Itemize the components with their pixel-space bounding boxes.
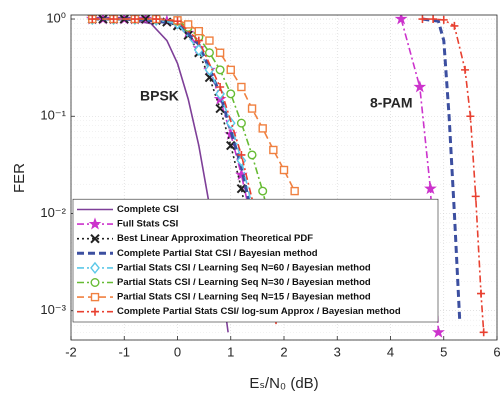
x-tick-label: 5 bbox=[440, 344, 447, 359]
x-tick-label: 6 bbox=[493, 344, 500, 359]
y-tick-label: 10⁻² bbox=[40, 205, 66, 220]
annotation: BPSK bbox=[140, 88, 179, 104]
marker bbox=[290, 186, 299, 196]
marker bbox=[236, 118, 246, 128]
marker bbox=[226, 89, 236, 99]
legend-label: Complete CSI bbox=[117, 204, 179, 215]
marker bbox=[394, 15, 408, 25]
marker bbox=[466, 112, 475, 121]
marker bbox=[88, 217, 102, 230]
legend-label: Complete Partial Stats CSI/ log-sum Appr… bbox=[117, 306, 401, 317]
marker bbox=[258, 124, 267, 133]
marker bbox=[450, 21, 459, 30]
marker bbox=[109, 15, 118, 24]
marker bbox=[226, 140, 236, 151]
marker bbox=[88, 15, 97, 24]
legend-label: Partial Stats CSI / Learning Seq N=60 / … bbox=[117, 262, 371, 273]
x-tick-label: 1 bbox=[227, 344, 234, 359]
x-tick-label: 0 bbox=[174, 344, 181, 359]
marker bbox=[205, 36, 214, 45]
marker bbox=[183, 20, 193, 29]
marker bbox=[429, 15, 438, 24]
x-tick-label: -1 bbox=[118, 344, 130, 359]
legend-label: Partial Stats CSI / Learning Seq N=15 / … bbox=[117, 292, 371, 303]
marker bbox=[479, 328, 488, 337]
marker bbox=[173, 17, 182, 26]
marker bbox=[235, 168, 248, 181]
marker bbox=[258, 186, 268, 196]
legend-box bbox=[72, 198, 439, 323]
y-axis-label: FER bbox=[11, 163, 28, 193]
y-tick-label: 10⁻¹ bbox=[40, 108, 66, 123]
marker bbox=[90, 261, 100, 275]
marker bbox=[225, 117, 236, 130]
y-tick-label: 10⁰ bbox=[46, 10, 66, 25]
marker bbox=[461, 65, 470, 74]
marker bbox=[424, 181, 437, 195]
marker bbox=[216, 82, 225, 91]
annotation: 8-PAM bbox=[370, 95, 413, 111]
x-tick-label: -2 bbox=[65, 344, 77, 359]
marker bbox=[90, 292, 100, 302]
marker bbox=[269, 145, 278, 155]
marker bbox=[194, 36, 203, 45]
legend-label: Best Linear Approximation Theoretical PD… bbox=[117, 233, 313, 244]
x-tick-label: 3 bbox=[334, 344, 341, 359]
legend: Complete CSI Full Stats CSI Best Linear Ap… bbox=[72, 198, 439, 323]
marker bbox=[91, 307, 99, 316]
marker bbox=[204, 63, 215, 76]
marker bbox=[152, 15, 161, 24]
marker bbox=[418, 15, 427, 24]
marker bbox=[215, 87, 225, 100]
marker bbox=[279, 165, 289, 175]
axes-frame bbox=[70, 14, 498, 341]
marker bbox=[215, 48, 225, 57]
x-tick-label: 2 bbox=[280, 344, 287, 359]
marker bbox=[90, 278, 100, 288]
marker bbox=[237, 150, 246, 159]
marker bbox=[215, 65, 225, 75]
marker bbox=[477, 289, 486, 298]
marker bbox=[432, 325, 445, 338]
marker bbox=[130, 15, 139, 24]
marker bbox=[194, 26, 204, 36]
marker bbox=[90, 233, 100, 244]
series-line bbox=[422, 17, 462, 321]
marker bbox=[439, 15, 448, 24]
y-tick-label: 10⁻³ bbox=[40, 302, 66, 317]
marker bbox=[226, 65, 235, 75]
legend-label: Partial Stats CSI / Learning Seq N=30 / … bbox=[117, 277, 371, 288]
marker bbox=[247, 104, 257, 113]
marker bbox=[204, 48, 214, 58]
marker bbox=[413, 80, 427, 93]
marker bbox=[237, 82, 246, 92]
x-axis-label: Eₛ/N₀ (dB) bbox=[249, 375, 318, 392]
marker bbox=[247, 150, 257, 160]
marker bbox=[471, 192, 480, 201]
x-tick-label: 4 bbox=[387, 344, 394, 359]
marker bbox=[193, 43, 204, 57]
legend-label: Complete Partial Stat CSI / Bayesian met… bbox=[117, 248, 318, 259]
legend-label: Full Stats CSI bbox=[117, 219, 178, 230]
series-line bbox=[92, 18, 277, 321]
